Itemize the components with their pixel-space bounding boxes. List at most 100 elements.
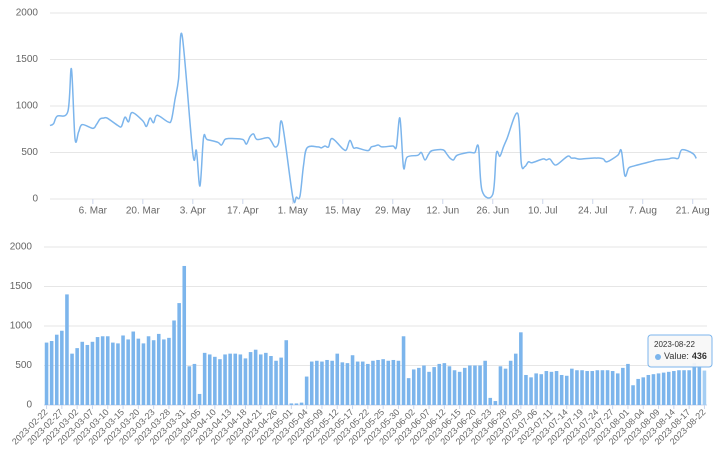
bar bbox=[585, 371, 589, 405]
bar bbox=[304, 376, 309, 405]
bar bbox=[427, 371, 431, 405]
bar bbox=[90, 341, 95, 405]
bar bbox=[100, 336, 105, 405]
x-tick-label: 3. Apr bbox=[180, 206, 207, 217]
bar bbox=[60, 330, 64, 405]
bar bbox=[253, 349, 258, 405]
bar bbox=[274, 360, 278, 405]
bar bbox=[85, 344, 90, 405]
x-tick-label: 26. Jun bbox=[476, 206, 509, 217]
bar bbox=[330, 360, 334, 405]
bar bbox=[228, 353, 232, 405]
bar bbox=[508, 360, 513, 405]
y-tick-label: 0 bbox=[32, 194, 38, 205]
bar bbox=[238, 354, 243, 405]
x-tick-label: 7. Aug bbox=[629, 206, 657, 217]
bar bbox=[621, 367, 625, 405]
tooltip-label: Value: bbox=[664, 351, 689, 361]
bar bbox=[422, 365, 426, 405]
bar bbox=[121, 335, 125, 405]
bar bbox=[65, 294, 69, 405]
bar bbox=[559, 374, 564, 405]
x-tick-label: 29. May bbox=[375, 206, 411, 217]
x-tick-label: 12. Jun bbox=[426, 206, 459, 217]
bar bbox=[600, 370, 605, 405]
bar bbox=[473, 365, 477, 405]
bar bbox=[549, 371, 554, 405]
bar bbox=[457, 371, 462, 405]
y-tick-label: 1000 bbox=[10, 321, 33, 332]
bar bbox=[570, 368, 574, 405]
bar bbox=[615, 373, 620, 405]
bar bbox=[498, 366, 503, 405]
y-tick-label: 1000 bbox=[16, 101, 39, 112]
tooltip-dot bbox=[655, 354, 661, 360]
x-tick-label: 24. Jul bbox=[578, 206, 607, 217]
bar bbox=[478, 365, 482, 405]
tooltip-value: 436 bbox=[692, 351, 707, 361]
bar bbox=[248, 352, 253, 405]
bar bbox=[136, 338, 141, 405]
bar bbox=[141, 343, 146, 405]
bar bbox=[534, 373, 538, 405]
bar bbox=[391, 359, 396, 405]
bar bbox=[325, 359, 329, 405]
bar bbox=[687, 370, 691, 405]
bar bbox=[656, 373, 661, 405]
bar bbox=[172, 320, 176, 405]
bar bbox=[289, 403, 294, 405]
bar bbox=[264, 352, 268, 405]
bar bbox=[488, 397, 493, 405]
bar bbox=[340, 362, 345, 405]
bar bbox=[284, 340, 289, 405]
bar bbox=[223, 354, 227, 405]
bar bbox=[80, 341, 85, 405]
bar bbox=[682, 370, 686, 405]
x-tick-label: 15. May bbox=[325, 206, 361, 217]
bar bbox=[218, 359, 222, 405]
bar bbox=[575, 370, 579, 405]
bar bbox=[315, 360, 319, 405]
bar bbox=[641, 377, 646, 405]
bar bbox=[243, 358, 248, 405]
bar bbox=[335, 353, 340, 405]
bar bbox=[258, 354, 263, 405]
bar bbox=[105, 336, 110, 405]
bar bbox=[371, 360, 375, 405]
bar bbox=[396, 360, 401, 405]
bar bbox=[360, 361, 365, 405]
bar bbox=[49, 341, 54, 405]
bar bbox=[350, 355, 355, 405]
bar bbox=[524, 374, 528, 405]
bar bbox=[54, 334, 59, 405]
bar bbox=[411, 369, 416, 405]
bar bbox=[626, 363, 630, 405]
bar bbox=[126, 339, 130, 405]
bar bbox=[468, 365, 472, 405]
bar bbox=[564, 375, 569, 405]
bar bbox=[661, 372, 666, 405]
bar bbox=[437, 363, 442, 405]
bar bbox=[417, 367, 421, 405]
bar bbox=[162, 339, 166, 405]
bar bbox=[116, 343, 120, 405]
bar bbox=[513, 353, 518, 405]
bar bbox=[442, 363, 447, 405]
bar bbox=[697, 366, 702, 405]
bar bbox=[44, 342, 49, 405]
bar bbox=[677, 370, 681, 405]
y-tick-label: 2000 bbox=[16, 8, 39, 19]
tooltip: 2023-08-22 Value: 436 bbox=[647, 334, 713, 368]
bar bbox=[651, 374, 656, 405]
bar bbox=[529, 377, 533, 405]
bar bbox=[299, 402, 304, 405]
bar bbox=[131, 331, 136, 405]
y-tick-label: 1500 bbox=[16, 54, 39, 65]
bar bbox=[309, 361, 314, 405]
x-tick-label: 1. May bbox=[278, 206, 308, 217]
bar bbox=[702, 370, 707, 405]
bar bbox=[213, 356, 217, 405]
bar bbox=[294, 403, 299, 405]
y-tick-label: 0 bbox=[26, 400, 32, 411]
bar bbox=[177, 303, 181, 405]
